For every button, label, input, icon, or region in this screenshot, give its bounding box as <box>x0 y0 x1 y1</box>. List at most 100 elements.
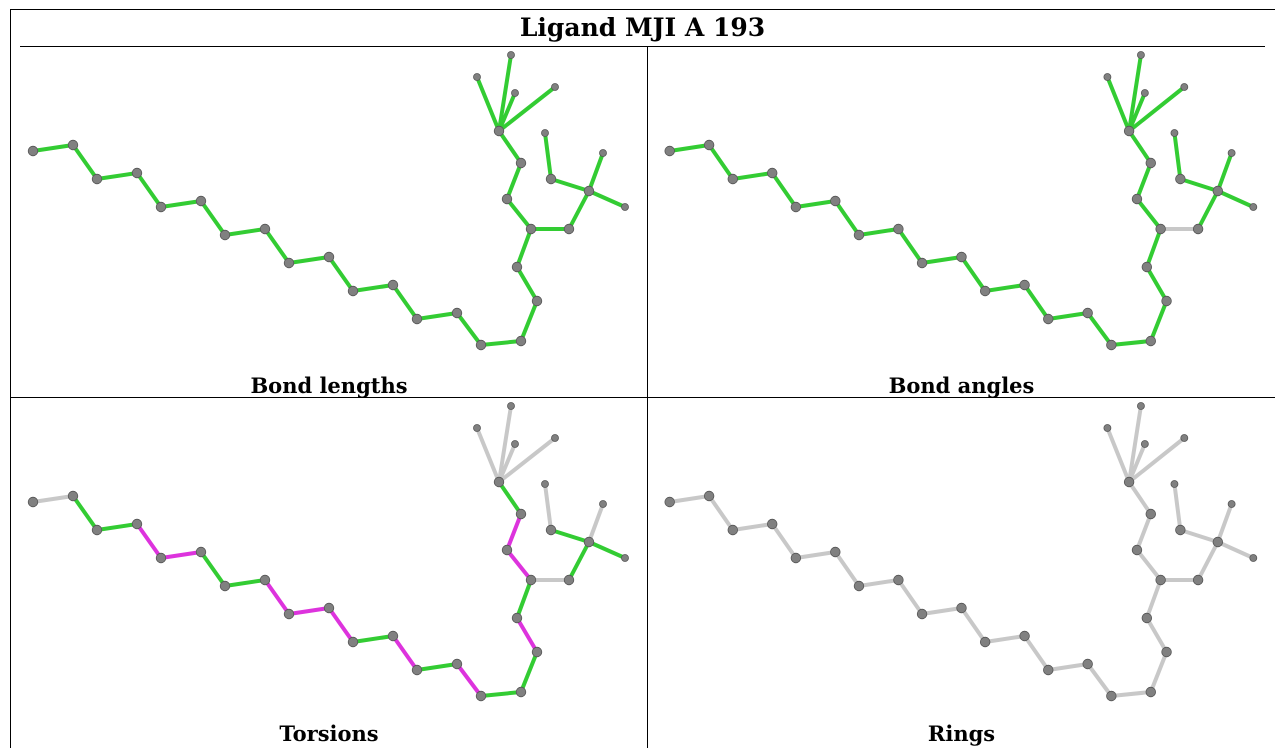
atom <box>155 201 167 213</box>
bond <box>475 426 501 484</box>
bond <box>1022 283 1051 321</box>
bond <box>549 528 591 544</box>
bond <box>287 606 331 616</box>
bond <box>71 143 99 181</box>
bond <box>1148 299 1169 343</box>
atom <box>545 524 557 536</box>
table-border-top <box>10 9 1275 10</box>
bond <box>730 171 775 181</box>
atom <box>551 434 559 442</box>
bond <box>1134 548 1163 582</box>
panel-label-bond-angles: Bond angles <box>888 373 1035 398</box>
bond <box>856 578 901 588</box>
atom <box>1192 223 1204 235</box>
bond <box>497 129 523 165</box>
atom <box>621 203 629 211</box>
atom <box>1175 173 1186 185</box>
title-row-divider <box>20 46 1265 47</box>
atom <box>195 546 207 558</box>
bond <box>223 578 267 588</box>
bond <box>135 171 163 209</box>
atom <box>1161 646 1172 658</box>
bond <box>587 189 627 209</box>
atom <box>473 424 481 432</box>
bond <box>1178 177 1220 193</box>
atom <box>525 574 537 586</box>
bond <box>667 494 712 504</box>
bond <box>455 662 483 698</box>
atom <box>1145 335 1156 347</box>
bond <box>1215 540 1256 560</box>
bond <box>1127 129 1153 165</box>
bond <box>31 143 75 153</box>
ligand-title: Ligand MJI A 193 <box>519 13 766 42</box>
bond <box>515 265 539 303</box>
atom <box>1192 574 1204 586</box>
atom <box>219 580 231 592</box>
bond <box>351 634 395 644</box>
bond <box>455 311 483 347</box>
bond <box>1144 616 1169 654</box>
table-border-left <box>10 9 11 748</box>
atom <box>283 608 295 620</box>
atom <box>621 554 629 562</box>
atom <box>67 490 79 502</box>
atom <box>563 223 575 235</box>
atom <box>727 524 738 536</box>
bond <box>920 255 964 265</box>
atom <box>1103 73 1112 81</box>
atom <box>1170 480 1179 488</box>
bond <box>1127 85 1187 133</box>
bond <box>793 550 838 560</box>
atom <box>703 139 715 151</box>
bond <box>567 189 591 231</box>
bond <box>497 404 513 484</box>
atom <box>599 149 607 157</box>
bond <box>1215 189 1256 209</box>
bond <box>135 522 163 560</box>
atom <box>1249 203 1258 211</box>
panel-bond-angles: Bond angles <box>648 47 1275 398</box>
atom <box>1227 149 1236 157</box>
atom <box>411 313 423 325</box>
bond <box>95 522 139 532</box>
bond <box>1127 53 1143 133</box>
atom <box>1180 83 1189 91</box>
atom <box>1140 440 1149 448</box>
bond <box>1196 540 1220 582</box>
bond <box>1144 578 1163 620</box>
atom <box>767 167 778 179</box>
atom <box>1123 476 1135 488</box>
bond <box>543 482 553 532</box>
atom <box>67 139 79 151</box>
bond <box>833 550 861 588</box>
bond <box>920 606 964 616</box>
bond <box>1196 189 1220 231</box>
bond <box>71 494 99 532</box>
panel-rings: Rings <box>648 398 1275 748</box>
bond <box>391 283 419 321</box>
atom <box>27 145 39 157</box>
torsions-molecule <box>27 402 629 702</box>
bond <box>263 227 291 265</box>
atom <box>131 518 143 530</box>
bond <box>505 197 533 231</box>
panel-torsions: Torsions <box>11 398 647 748</box>
atom <box>507 51 515 59</box>
atom <box>451 307 463 319</box>
atom <box>664 496 675 508</box>
bond <box>1105 75 1132 133</box>
bond <box>587 151 605 193</box>
bond <box>505 161 523 201</box>
atom <box>1145 508 1156 520</box>
panel-label-rings: Rings <box>927 721 996 746</box>
bond <box>1144 227 1163 269</box>
atom <box>511 612 523 624</box>
bond <box>730 522 775 532</box>
bond <box>159 199 203 209</box>
atom <box>1175 524 1186 536</box>
bond <box>479 690 523 698</box>
bond <box>549 177 591 193</box>
bond <box>505 548 533 582</box>
atom <box>1082 658 1093 670</box>
